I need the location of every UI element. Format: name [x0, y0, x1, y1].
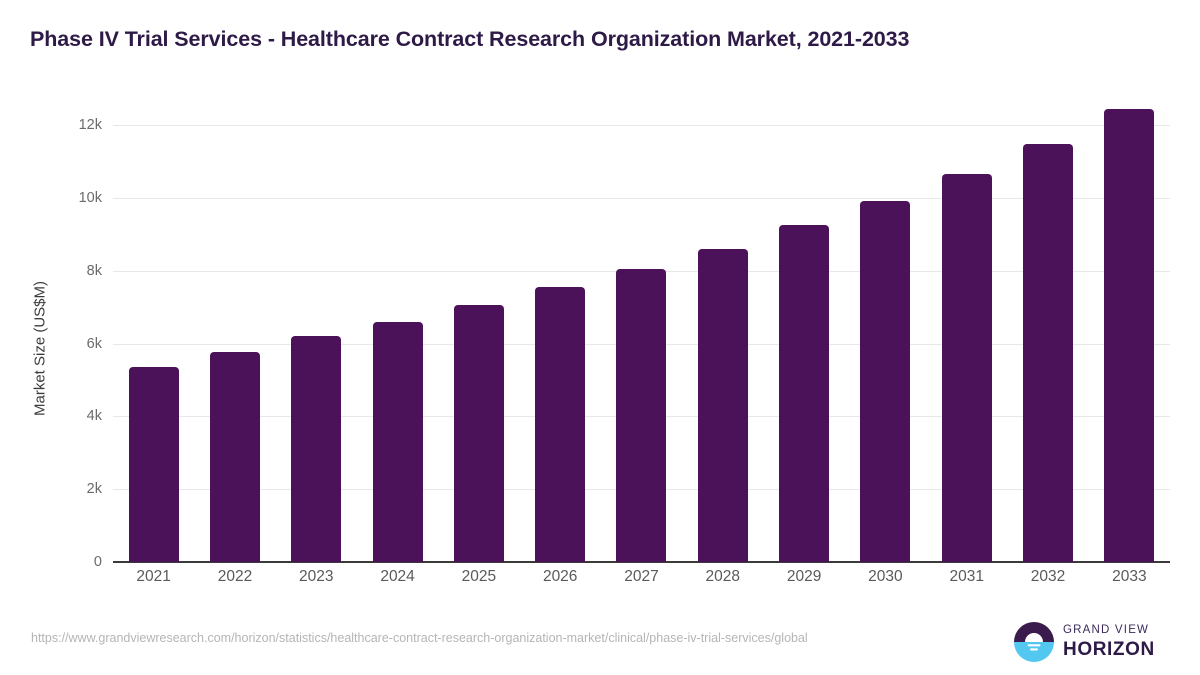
x-axis-tick-label: 2032: [1030, 568, 1066, 585]
x-axis-tick-label: 2021: [136, 568, 171, 585]
bar-slot: [520, 125, 601, 562]
bar[interactable]: [291, 336, 342, 562]
bar-slot: [194, 125, 275, 562]
bar[interactable]: [616, 268, 667, 562]
bar[interactable]: [1104, 109, 1155, 562]
x-axis-tick-label: 2027: [624, 568, 659, 585]
y-axis-tick-label: 12k: [78, 117, 102, 133]
bar-slot: [926, 125, 1007, 562]
x-axis-tick-label: 2028: [705, 568, 741, 585]
bar-series: [113, 109, 1170, 562]
bar-slot: [1089, 109, 1170, 562]
bar-slot: [845, 125, 926, 562]
gridline: [113, 197, 1170, 199]
y-axis-tick-label: 0: [93, 554, 102, 570]
x-axis-tick-label: 2030: [868, 568, 903, 585]
x-axis-ticks: 2021 2022 2023 2024 2025 2026 2027 2028 2029 2030…: [113, 568, 1170, 598]
bar-slot: [601, 125, 682, 562]
x-axis-tick-label: 2022: [217, 568, 253, 585]
y-axis-tick-label: 8k: [86, 262, 102, 279]
bar-slot: [113, 125, 194, 562]
x-axis-tick-label: 2026: [542, 568, 578, 585]
bar[interactable]: [128, 367, 179, 562]
bar-slot: [682, 125, 763, 562]
page-title: Phase IV Trial Services - Healthcare Con…: [30, 27, 910, 51]
logo-wordmark: GRAND VIEW HORIZON: [1063, 625, 1155, 659]
bar-slot: [1007, 125, 1088, 562]
x-axis-tick-label: 2033: [1112, 568, 1147, 585]
brand-logo[interactable]: GRAND VIEW HORIZON: [1014, 622, 1155, 662]
x-axis-tick-label: 2024: [380, 568, 415, 585]
logo-top-text: GRAND VIEW: [1063, 624, 1150, 637]
x-axis-tick-label: 2025: [461, 568, 497, 585]
bar-slot: [276, 125, 357, 562]
bar[interactable]: [1023, 143, 1074, 562]
bar[interactable]: [535, 287, 586, 562]
bar[interactable]: [372, 321, 423, 562]
y-axis-tick-label: 6k: [86, 335, 102, 352]
bar[interactable]: [860, 200, 911, 562]
bar[interactable]: [453, 305, 504, 562]
grand-view-horizon-sunrise-icon: [1014, 622, 1054, 662]
bar-slot: [357, 125, 438, 562]
y-axis-tick-label: 2k: [86, 481, 102, 498]
x-axis-line: [113, 561, 1170, 563]
y-axis-tick-label: 4k: [86, 408, 102, 425]
y-axis-tick-label: 10k: [78, 189, 102, 206]
bar[interactable]: [941, 174, 992, 562]
bar-slot: [438, 125, 519, 562]
bar[interactable]: [209, 351, 260, 562]
x-axis-tick-label: 2031: [949, 568, 984, 585]
x-axis-tick-label: 2023: [299, 568, 334, 585]
logo-bottom-text: HORIZON: [1063, 638, 1155, 660]
source-url[interactable]: https://www.grandviewresearch.com/horizo…: [31, 631, 808, 645]
gridline: [113, 125, 1170, 126]
bar[interactable]: [779, 225, 830, 562]
bar[interactable]: [697, 248, 748, 562]
bar-slot: [763, 125, 844, 562]
y-axis-ticks: 0 2k 4k 6k 8k 10k 12k: [18, 0, 102, 675]
x-axis-tick-label: 2029: [786, 568, 822, 585]
